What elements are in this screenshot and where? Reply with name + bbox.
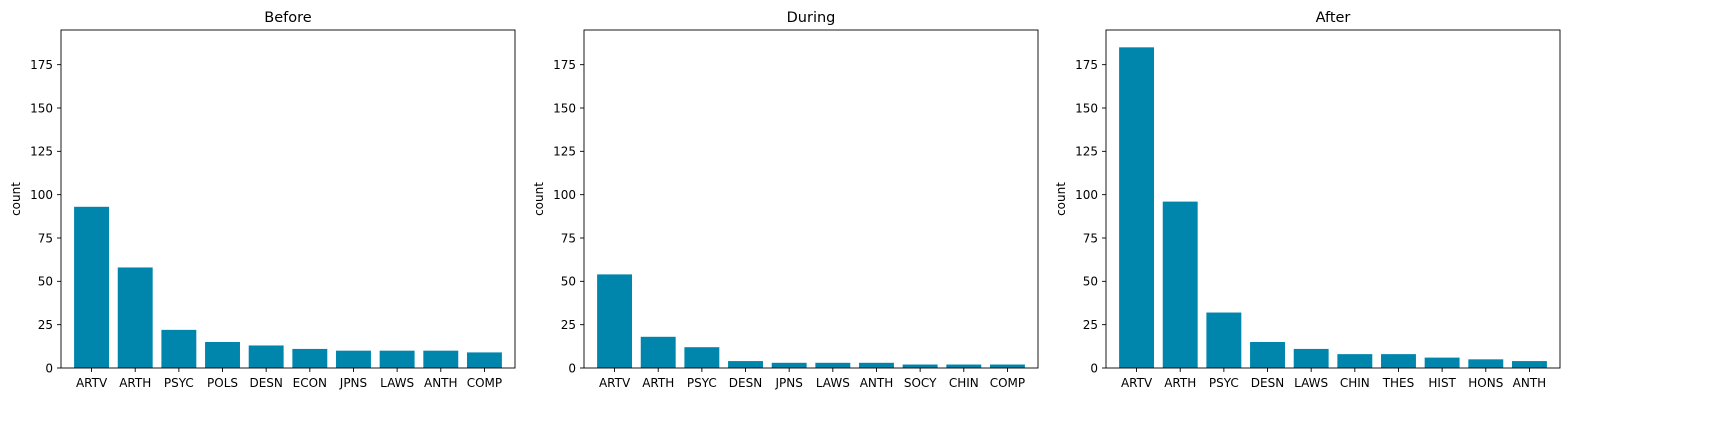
x-tick-label: PSYC bbox=[164, 376, 194, 390]
y-tick-label: 50 bbox=[1083, 275, 1098, 289]
chart-title: Before bbox=[264, 10, 311, 26]
chart-panel-after: 0 25 50 75 100 125 150 175 ARTV ARTH PSYC DESN LAWS C… bbox=[1054, 10, 1561, 390]
bar-laws bbox=[379, 350, 415, 368]
y-tick-label: 175 bbox=[30, 58, 53, 72]
y-tick-label: 0 bbox=[1090, 361, 1098, 375]
y-tick-label: 150 bbox=[1075, 101, 1098, 115]
chart-panel-during: 0 25 50 75 100 125 150 175 ARTV ARTH PSYC DESN JPNS L… bbox=[532, 10, 1039, 390]
chart-panel-before: 0 25 50 75 100 125 150 175 ARTV ARTH PSYC POLS DESN E… bbox=[9, 10, 516, 390]
y-tick-label: 125 bbox=[553, 145, 576, 159]
chart-title: After bbox=[1316, 10, 1351, 26]
bar-psyc bbox=[161, 329, 197, 368]
y-axis-label: count bbox=[532, 182, 546, 216]
bar-anth bbox=[423, 350, 459, 368]
y-tick-label: 100 bbox=[553, 188, 576, 202]
y-tick-label: 175 bbox=[553, 58, 576, 72]
x-tick-label: DESN bbox=[729, 376, 762, 390]
y-tick-label: 125 bbox=[30, 145, 53, 159]
y-tick-label: 25 bbox=[38, 318, 53, 332]
y-tick-label: 75 bbox=[38, 231, 53, 245]
bar-artv bbox=[597, 274, 633, 368]
y-tick-label: 25 bbox=[561, 318, 576, 332]
bar-jpns bbox=[336, 350, 371, 368]
x-tick-label: SOCY bbox=[904, 376, 937, 390]
bar-anth bbox=[859, 362, 894, 368]
y-tick-label: 50 bbox=[561, 275, 576, 289]
bar-arth bbox=[640, 336, 676, 368]
y-tick-label: 0 bbox=[45, 361, 53, 375]
bar-socy bbox=[902, 364, 938, 368]
bar-desn bbox=[728, 361, 763, 368]
y-tick-label: 25 bbox=[1083, 318, 1098, 332]
x-tick-label: POLS bbox=[207, 376, 238, 390]
x-tick-label: ARTH bbox=[1164, 376, 1196, 390]
bar-comp bbox=[466, 352, 502, 368]
bar-laws bbox=[1293, 348, 1329, 368]
x-tick-label: ARTV bbox=[76, 376, 108, 390]
chart-title: During bbox=[787, 10, 836, 26]
bar-artv bbox=[74, 206, 110, 368]
x-tick-label: HIST bbox=[1428, 376, 1456, 390]
plot-frame bbox=[1105, 29, 1561, 369]
x-tick-label: JPNS bbox=[339, 376, 367, 390]
y-tick-label: 0 bbox=[568, 361, 576, 375]
y-tick-label: 100 bbox=[30, 188, 53, 202]
x-tick-label: THES bbox=[1382, 376, 1415, 390]
x-tick-label: ANTH bbox=[424, 376, 458, 390]
y-tick-label: 75 bbox=[1083, 231, 1098, 245]
bar-anth bbox=[1511, 361, 1547, 368]
y-tick-label: 100 bbox=[1075, 188, 1098, 202]
x-tick-label: ARTV bbox=[1121, 376, 1153, 390]
bar-desn bbox=[248, 345, 284, 368]
bar-desn bbox=[1250, 342, 1285, 368]
bar-arth bbox=[117, 267, 153, 368]
y-axis-label: count bbox=[9, 182, 23, 216]
x-tick-label: COMP bbox=[990, 376, 1025, 390]
x-tick-label: CHIN bbox=[1340, 376, 1370, 390]
bar-hons bbox=[1468, 359, 1504, 368]
bar-chin bbox=[946, 364, 982, 368]
y-axis-label: count bbox=[1054, 182, 1068, 216]
x-tick-label: PSYC bbox=[1209, 376, 1239, 390]
y-tick-label: 50 bbox=[38, 275, 53, 289]
x-tick-label: HONS bbox=[1468, 376, 1503, 390]
bar-arth bbox=[1162, 201, 1198, 368]
x-tick-label: LAWS bbox=[816, 376, 850, 390]
plot-frame bbox=[583, 29, 1039, 369]
x-tick-label: DESN bbox=[249, 376, 282, 390]
x-tick-label: ECON bbox=[293, 376, 327, 390]
x-tick-label: LAWS bbox=[380, 376, 414, 390]
bar-thes bbox=[1381, 354, 1416, 368]
y-tick-label: 125 bbox=[1075, 145, 1098, 159]
y-tick-label: 150 bbox=[30, 101, 53, 115]
x-tick-label: ARTH bbox=[119, 376, 151, 390]
x-tick-label: ANTH bbox=[1513, 376, 1547, 390]
bar-laws bbox=[815, 362, 851, 368]
bar-psyc bbox=[684, 347, 720, 368]
x-tick-label: CHIN bbox=[949, 376, 979, 390]
bar-hist bbox=[1424, 357, 1460, 368]
x-tick-label: ARTV bbox=[599, 376, 631, 390]
plot-frame bbox=[60, 29, 516, 369]
bar-pols bbox=[205, 342, 240, 368]
x-tick-label: ARTH bbox=[642, 376, 674, 390]
bar-chin bbox=[1337, 354, 1373, 368]
x-tick-label: DESN bbox=[1251, 376, 1284, 390]
x-tick-label: JPNS bbox=[774, 376, 802, 390]
x-tick-label: PSYC bbox=[687, 376, 717, 390]
y-tick-label: 175 bbox=[1075, 58, 1098, 72]
x-tick-label: LAWS bbox=[1294, 376, 1328, 390]
bar-comp bbox=[989, 364, 1025, 368]
x-tick-label: ANTH bbox=[860, 376, 894, 390]
bar-jpns bbox=[771, 362, 807, 368]
x-tick-label: COMP bbox=[467, 376, 502, 390]
bar-econ bbox=[292, 348, 328, 368]
bar-artv bbox=[1119, 47, 1155, 368]
y-tick-label: 150 bbox=[553, 101, 576, 115]
y-tick-label: 75 bbox=[561, 231, 576, 245]
bar-psyc bbox=[1206, 312, 1242, 368]
